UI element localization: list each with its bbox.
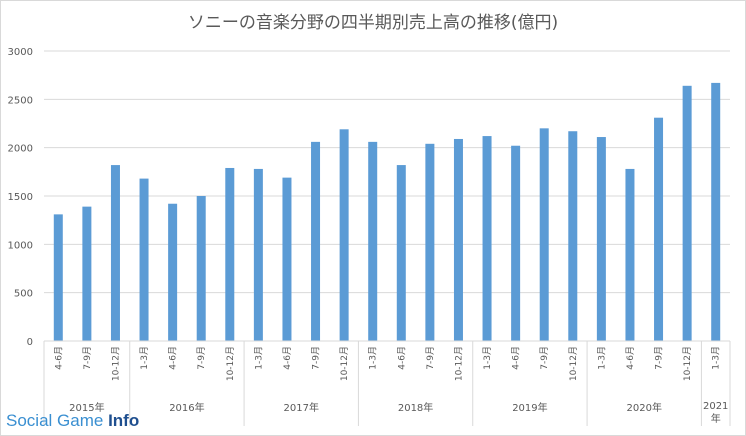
x-tick-label: 10-12月 (453, 346, 464, 381)
bar (110, 165, 120, 341)
x-tick-label: 1-3月 (482, 346, 493, 370)
bar (596, 137, 606, 341)
bar (311, 141, 321, 341)
x-tick-label: 1-3月 (368, 346, 379, 370)
y-tick-label: 2000 (8, 144, 33, 155)
watermark-text-info: Info (108, 411, 140, 430)
y-tick-label: 0 (27, 337, 33, 348)
x-tick-label: 4-6月 (53, 346, 64, 370)
x-tick-label: 1-3月 (139, 346, 150, 370)
bar (139, 178, 149, 341)
bar (682, 85, 692, 341)
y-tick-label: 3000 (8, 47, 33, 58)
y-tick-label: 500 (14, 289, 33, 300)
x-tick-label: 7-9月 (539, 346, 550, 370)
bar (425, 143, 435, 341)
x-tick-label: 4-6月 (396, 346, 407, 370)
x-group-label: 2015年 (69, 401, 104, 414)
y-tick-label: 1000 (8, 240, 33, 251)
watermark-logo: Social Game Info (6, 411, 139, 431)
x-group-label: 2016年 (169, 401, 204, 414)
x-tick-label: 1-3月 (711, 346, 722, 370)
x-group-label: 2021 年 (703, 401, 728, 425)
x-tick-label: 4-6月 (282, 346, 293, 370)
bar (453, 138, 463, 341)
x-tick-label: 4-6月 (168, 346, 179, 370)
bar (196, 196, 206, 341)
x-tick-label: 10-12月 (682, 346, 693, 381)
bar (253, 168, 263, 341)
bar (568, 131, 578, 341)
chart-title: ソニーの音楽分野の四半期別売上高の推移(億円) (187, 13, 559, 33)
bar (82, 206, 92, 341)
bar (711, 82, 721, 342)
x-tick-label: 7-9月 (654, 346, 665, 370)
x-tick-label: 10-12月 (110, 346, 121, 381)
bar (282, 177, 292, 341)
x-tick-label: 10-12月 (339, 346, 350, 381)
bar (368, 141, 378, 341)
x-tick-label: 4-6月 (511, 346, 522, 370)
y-tick-label: 1500 (8, 192, 33, 203)
x-group-label: 2018年 (398, 401, 433, 414)
x-group-label: 2020年 (627, 401, 662, 414)
watermark-text-social-game: Social Game (6, 411, 104, 430)
bar (53, 214, 63, 341)
x-tick-label: 1-3月 (253, 346, 264, 370)
x-tick-label: 7-9月 (82, 346, 93, 370)
x-tick-label: 10-12月 (225, 346, 236, 381)
x-group-label: 2017年 (284, 401, 319, 414)
y-tick-label: 2500 (8, 95, 33, 106)
bar (225, 167, 235, 341)
x-tick-label: 7-9月 (425, 346, 436, 370)
x-tick-label: 1-3月 (596, 346, 607, 370)
x-tick-label: 10-12月 (568, 346, 579, 381)
bar (654, 117, 664, 341)
bar (396, 165, 406, 341)
x-tick-label: 7-9月 (196, 346, 207, 370)
bar (168, 203, 178, 341)
x-tick-label: 7-9月 (311, 346, 322, 370)
bar (511, 145, 521, 341)
bar (625, 168, 635, 341)
x-tick-label: 4-6月 (625, 346, 636, 370)
bar (339, 129, 349, 341)
bar (539, 128, 549, 341)
x-group-label: 2019年 (512, 401, 547, 414)
bar (482, 136, 492, 341)
